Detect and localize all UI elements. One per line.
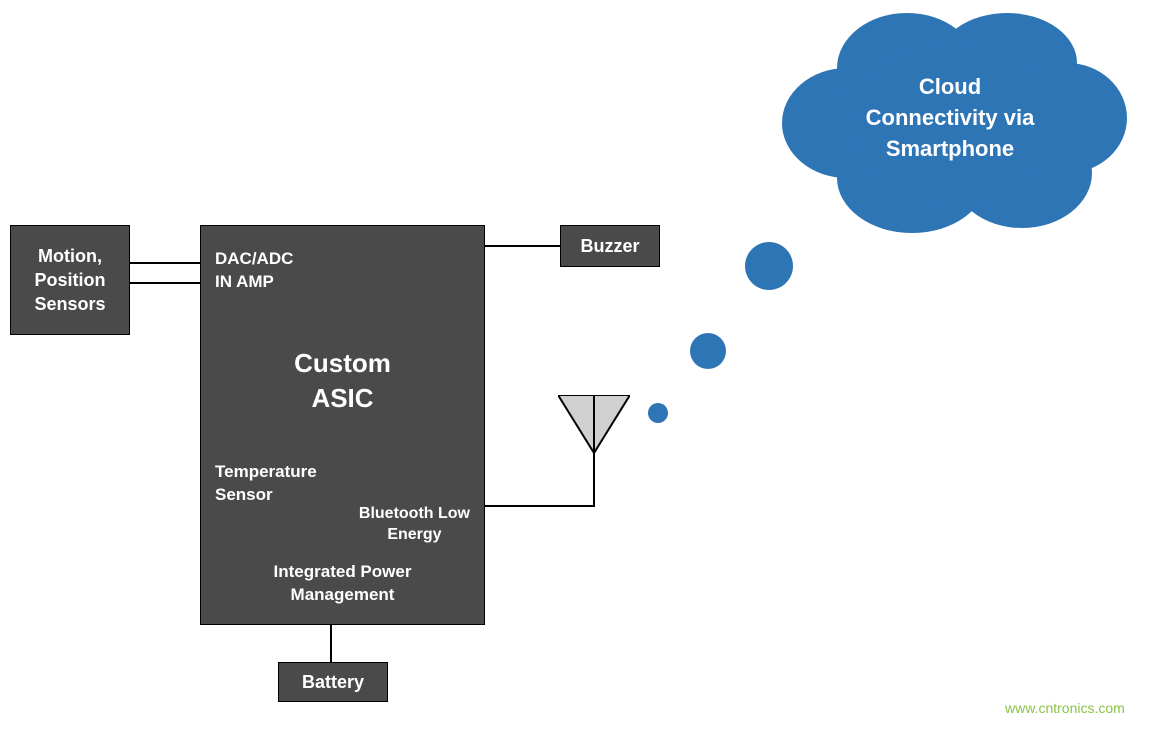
watermark: www.cntronics.com	[1005, 700, 1125, 716]
cloud-text: Cloud Connectivity via Smartphone	[810, 72, 1090, 164]
